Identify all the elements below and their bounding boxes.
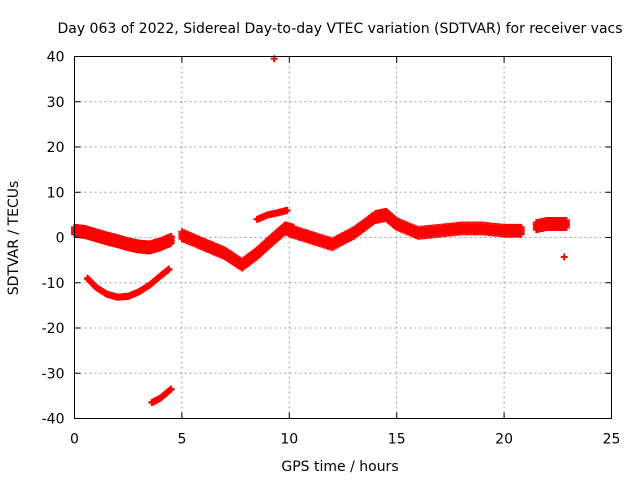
y-tick-label: 0 — [56, 231, 65, 247]
chart-title: Day 063 of 2022, Sidereal Day-to-day VTE… — [57, 21, 622, 37]
x-axis-label: GPS time / hours — [281, 459, 398, 475]
data-point — [517, 223, 525, 231]
x-tick-label: 25 — [603, 432, 621, 448]
x-tick-label: 10 — [280, 432, 298, 448]
data-point — [167, 232, 175, 240]
data-point — [167, 385, 175, 393]
data-point — [562, 217, 570, 225]
y-tick-label: -10 — [42, 276, 65, 292]
x-tick-label: 5 — [177, 432, 186, 448]
data-point — [560, 253, 568, 261]
y-tick-label: 10 — [47, 185, 65, 201]
x-tick-label: 15 — [388, 432, 406, 448]
y-tick-label: -20 — [42, 321, 65, 337]
y-axis-label: SDTVAR / TECUs — [6, 181, 22, 296]
y-tick-labels: -40 -30 -20 -10 0 10 20 30 40 — [42, 50, 65, 428]
y-tick-label: -40 — [42, 412, 65, 428]
data-points — [71, 55, 570, 407]
x-tick-label: 20 — [495, 432, 513, 448]
x-tick-labels: 0 5 10 15 20 25 — [70, 432, 620, 448]
y-tick-label: 40 — [47, 50, 65, 66]
data-point — [165, 265, 173, 273]
y-tick-label: 30 — [47, 95, 65, 111]
data-point — [283, 206, 291, 214]
series-group — [71, 55, 570, 407]
axis-ticks — [74, 56, 612, 419]
y-tick-label: -30 — [42, 366, 65, 382]
x-tick-label: 0 — [70, 432, 79, 448]
y-tick-label: 20 — [47, 140, 65, 156]
